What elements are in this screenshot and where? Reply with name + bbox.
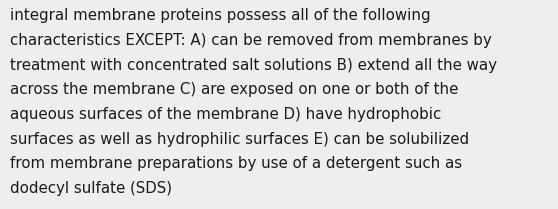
Text: treatment with concentrated salt solutions B) extend all the way: treatment with concentrated salt solutio… xyxy=(10,58,497,73)
Text: aqueous surfaces of the membrane D) have hydrophobic: aqueous surfaces of the membrane D) have… xyxy=(10,107,441,122)
Text: surfaces as well as hydrophilic surfaces E) can be solubilized: surfaces as well as hydrophilic surfaces… xyxy=(10,132,469,147)
Text: across the membrane C) are exposed on one or both of the: across the membrane C) are exposed on on… xyxy=(10,82,459,97)
Text: dodecyl sulfate (SDS): dodecyl sulfate (SDS) xyxy=(10,181,172,196)
Text: characteristics EXCEPT: A) can be removed from membranes by: characteristics EXCEPT: A) can be remove… xyxy=(10,33,492,48)
Text: integral membrane proteins possess all of the following: integral membrane proteins possess all o… xyxy=(10,8,431,23)
Text: from membrane preparations by use of a detergent such as: from membrane preparations by use of a d… xyxy=(10,156,462,171)
